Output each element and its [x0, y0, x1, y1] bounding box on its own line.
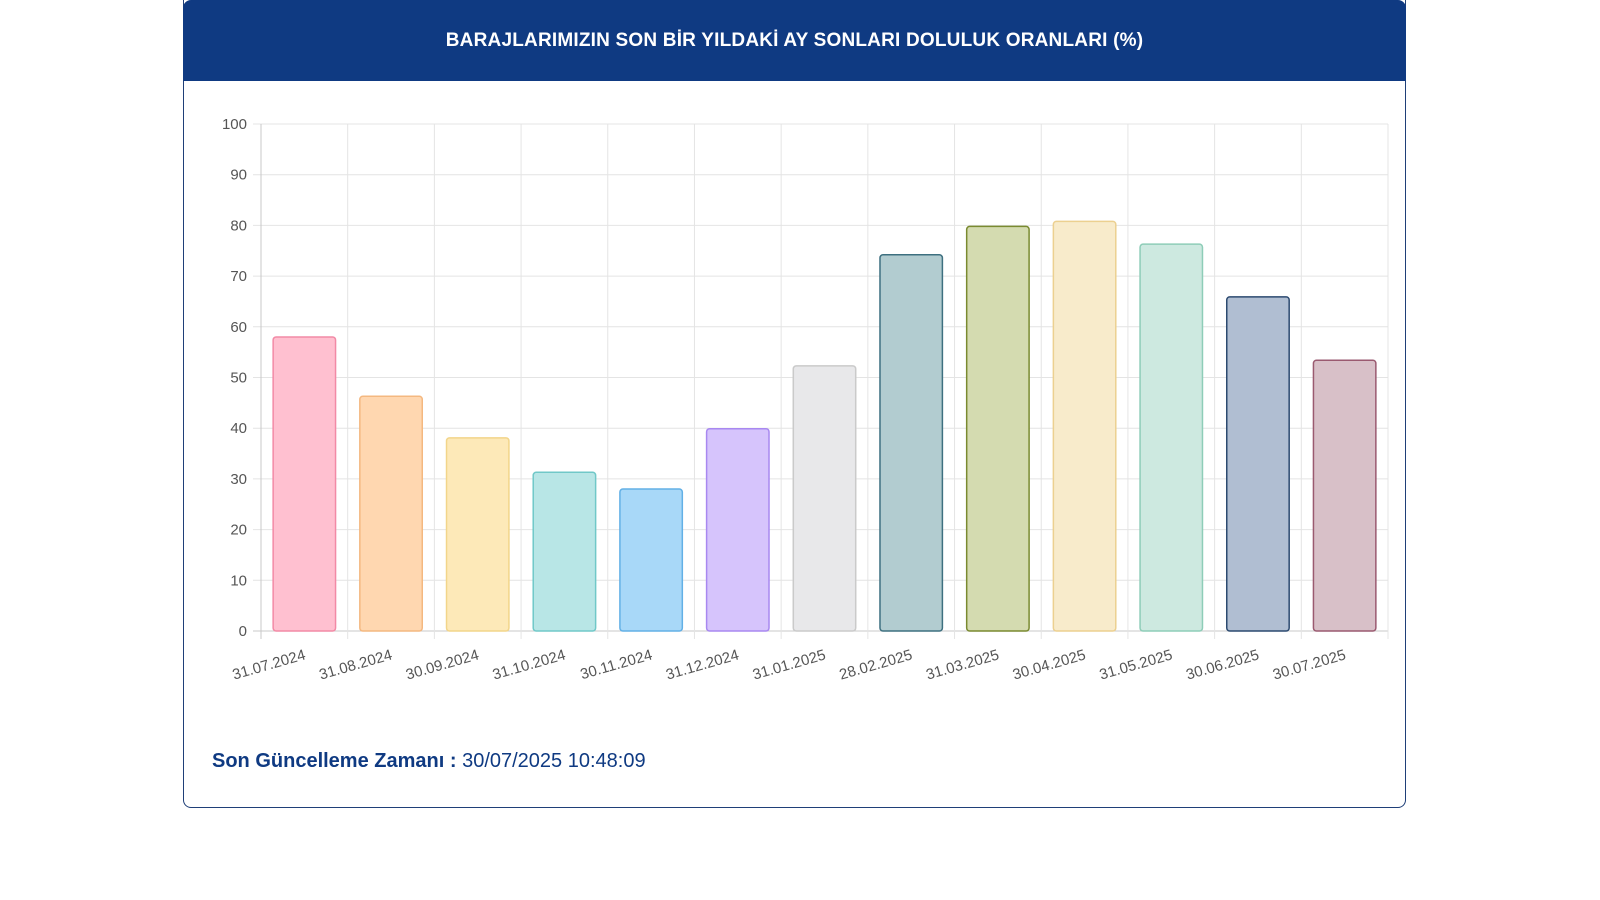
bar-31.01.2025[interactable] [792, 365, 857, 632]
grid-lines [253, 123, 1389, 639]
y-tick-label: 40 [230, 420, 247, 437]
x-tick-label: 31.08.2024 [317, 647, 394, 684]
y-tick-label: 20 [230, 522, 247, 539]
x-tick-label: 31.07.2024 [231, 647, 308, 684]
bar-31.08.2024[interactable] [359, 395, 423, 632]
bar-31.07.2024[interactable] [272, 336, 337, 632]
last-update-value: 30/07/2025 10:48:09 [462, 750, 646, 772]
y-tick-label: 100 [222, 116, 247, 133]
bar-30.06.2025[interactable] [1226, 296, 1290, 632]
bar-30.11.2024[interactable] [619, 488, 684, 632]
x-tick-label: 31.03.2025 [924, 647, 1001, 684]
x-tick-label: 30.11.2024 [578, 647, 654, 684]
y-tick-label: 80 [230, 217, 247, 234]
y-tick-label: 0 [239, 623, 247, 640]
y-tick-label: 70 [230, 268, 247, 285]
bar-31.12.2024[interactable] [705, 427, 770, 632]
chart-title: BARAJLARIMIZIN SON BİR YILDAKİ AY SONLAR… [183, 0, 1406, 81]
x-tick-label: 30.09.2024 [404, 647, 481, 684]
y-tick-label: 60 [230, 319, 247, 336]
bars [272, 220, 1377, 632]
bar-31.05.2025[interactable] [1139, 243, 1204, 632]
y-tick-label: 50 [230, 370, 247, 387]
y-axis-ticks: 0 10 20 30 40 50 60 70 80 90 100 [222, 116, 247, 640]
x-axis-ticks: 31.07.2024 31.08.2024 30.09.2024 31.10.2024… [231, 647, 1348, 684]
bar-30.04.2025[interactable] [1052, 220, 1117, 632]
bar-30.09.2024[interactable] [445, 437, 510, 632]
x-tick-label: 28.02.2025 [837, 647, 914, 684]
last-update: Son Güncelleme Zamanı : 30/07/2025 10:48… [212, 750, 646, 773]
x-tick-label: 30.06.2025 [1184, 647, 1261, 684]
x-tick-label: 31.10.2024 [491, 647, 568, 684]
y-tick-label: 10 [230, 572, 247, 589]
bar-28.02.2025[interactable] [879, 254, 944, 632]
bar-chart: 0 10 20 30 40 50 60 70 80 90 100 31.07.2024 31.08.2… [222, 116, 1389, 684]
x-tick-label: 31.01.2025 [751, 647, 828, 684]
bar-30.07.2025[interactable] [1312, 359, 1377, 632]
bar-31.03.2025[interactable] [965, 225, 1030, 632]
y-tick-label: 90 [230, 167, 247, 184]
x-tick-label: 31.05.2025 [1098, 647, 1175, 684]
x-tick-label: 30.07.2025 [1271, 647, 1348, 684]
last-update-label: Son Güncelleme Zamanı : [212, 750, 457, 772]
x-tick-label: 31.12.2024 [664, 647, 741, 684]
bar-31.10.2024[interactable] [532, 471, 597, 632]
y-tick-label: 30 [230, 471, 247, 488]
x-tick-label: 30.04.2025 [1011, 647, 1088, 684]
